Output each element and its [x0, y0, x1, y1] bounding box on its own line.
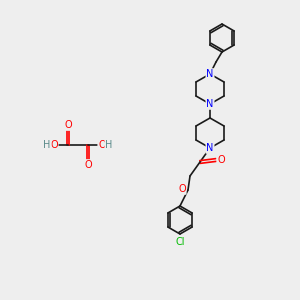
- Text: O: O: [217, 155, 225, 165]
- Text: Cl: Cl: [175, 237, 185, 247]
- Text: O: O: [178, 184, 186, 194]
- Text: H: H: [43, 140, 51, 150]
- Text: H: H: [105, 140, 113, 150]
- Text: N: N: [206, 143, 214, 153]
- Text: N: N: [206, 99, 214, 109]
- Text: N: N: [206, 69, 214, 79]
- Text: O: O: [98, 140, 106, 150]
- Text: O: O: [84, 160, 92, 170]
- Text: O: O: [64, 120, 72, 130]
- Text: O: O: [50, 140, 58, 150]
